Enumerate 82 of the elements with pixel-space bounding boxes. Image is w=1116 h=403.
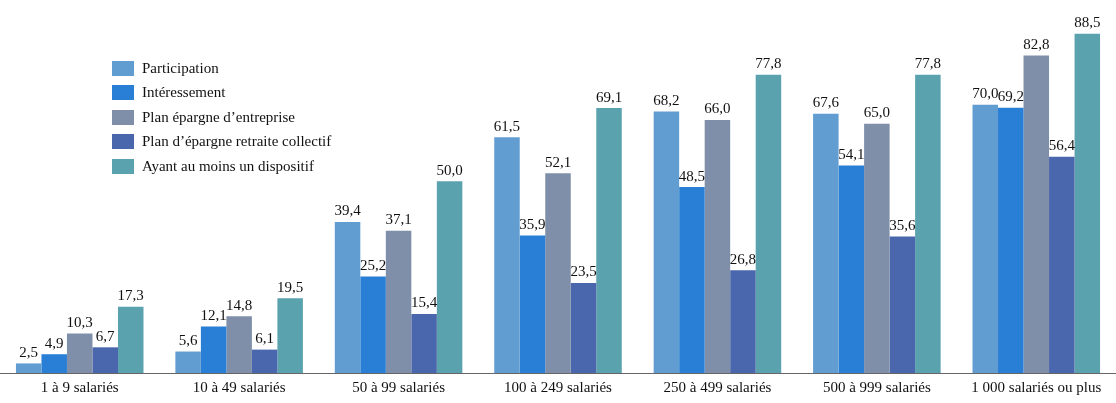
x-tick-label: 500 à 999 salariés <box>822 378 931 395</box>
data-label: 4,9 <box>44 334 64 351</box>
data-label: 69,2 <box>997 88 1024 105</box>
data-label: 70,0 <box>972 85 999 102</box>
bar <box>730 270 756 373</box>
bar <box>864 123 890 373</box>
bar <box>889 236 916 373</box>
bar <box>755 74 782 373</box>
data-label: 19,5 <box>277 278 304 295</box>
x-tick-label: 250 à 499 salariés <box>663 378 772 395</box>
bar <box>494 137 520 373</box>
x-tick-label: 1 à 9 salariés <box>40 378 119 395</box>
bar <box>1049 156 1075 373</box>
data-label: 67,6 <box>812 94 840 111</box>
data-label: 39,4 <box>334 202 362 219</box>
data-label: 14,8 <box>226 296 253 313</box>
legend-label: Participation <box>142 59 219 77</box>
x-tick-label: 100 à 249 salariés <box>504 378 613 395</box>
data-label: 50,0 <box>436 161 463 178</box>
data-label: 65,0 <box>863 104 890 121</box>
bar <box>41 354 67 373</box>
data-label: 88,5 <box>1074 14 1101 31</box>
bar <box>411 313 437 373</box>
data-label: 66,0 <box>704 100 731 117</box>
bar <box>838 165 865 373</box>
data-label: 37,1 <box>385 211 412 228</box>
bar <box>596 108 622 373</box>
data-label: 10,3 <box>66 313 93 330</box>
data-label: 12,1 <box>200 307 227 324</box>
data-label: 61,5 <box>493 117 521 134</box>
legend-label: Intéressement <box>142 84 226 102</box>
bar <box>998 107 1024 373</box>
data-label: 6,7 <box>95 327 116 344</box>
bar <box>972 104 999 373</box>
bar <box>813 113 839 373</box>
bar <box>385 230 412 373</box>
data-label: 23,5 <box>570 263 597 280</box>
x-tick-label: 50 à 99 salariés <box>352 378 446 395</box>
legend-label: Plan épargne d’entreprise <box>142 108 295 126</box>
bar <box>679 187 705 373</box>
data-label: 26,8 <box>729 250 757 267</box>
bar <box>277 298 303 373</box>
bar <box>200 326 227 373</box>
bar <box>92 347 118 373</box>
bar <box>360 276 386 373</box>
data-label: 69,1 <box>595 88 623 105</box>
bar <box>915 74 941 373</box>
data-label: 6,1 <box>255 330 275 347</box>
legend-label: Ayant au moins un dispositif <box>142 157 314 175</box>
data-label: 56,4 <box>1048 137 1076 154</box>
bar <box>175 351 201 373</box>
bar <box>66 333 93 373</box>
data-label: 52,1 <box>544 153 572 170</box>
data-label: 48,5 <box>678 167 706 184</box>
bar <box>545 173 571 373</box>
x-tick-label: 10 à 49 salariés <box>192 378 286 395</box>
bar <box>653 111 680 373</box>
bar <box>1074 33 1101 373</box>
data-label: 77,8 <box>755 55 782 72</box>
data-label: 15,4 <box>410 294 438 311</box>
bar <box>570 282 597 373</box>
bar <box>15 363 42 373</box>
bar <box>519 235 546 373</box>
data-label: 2,5 <box>19 343 39 360</box>
data-label: 35,6 <box>889 216 916 233</box>
bar <box>226 316 252 373</box>
bar <box>117 306 144 373</box>
data-label: 54,1 <box>838 146 865 163</box>
legend-label: Plan d’épargne retraite collectif <box>142 133 332 151</box>
bar <box>251 349 278 373</box>
data-label: 35,9 <box>519 215 546 232</box>
bar <box>1023 55 1050 373</box>
data-label: 68,2 <box>653 92 680 108</box>
bar <box>334 221 361 373</box>
data-label: 5,6 <box>178 331 198 348</box>
data-label: 82,8 <box>1023 36 1050 53</box>
data-label: 25,2 <box>359 256 387 273</box>
data-label: 17,3 <box>117 287 144 304</box>
bar <box>436 181 463 373</box>
data-label: 77,8 <box>914 55 941 72</box>
x-tick-label: 1 000 salariés ou plus <box>971 378 1102 395</box>
bar <box>704 120 731 373</box>
